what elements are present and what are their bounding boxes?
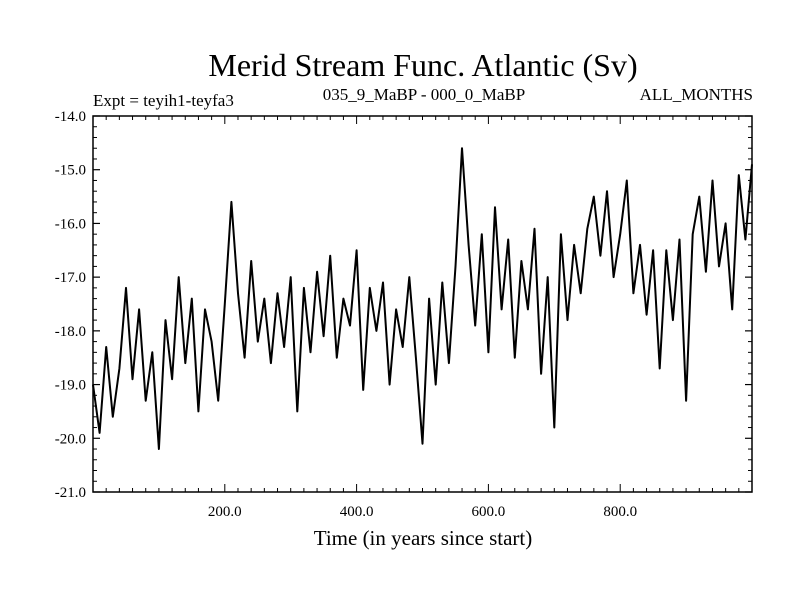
series-line — [92, 147, 753, 450]
y-tick-label: -21.0 — [55, 485, 86, 501]
plot-frame — [92, 115, 753, 493]
x-tick-label: 600.0 — [472, 504, 506, 520]
x-tick-label: 400.0 — [340, 504, 374, 520]
y-tick-label: -15.0 — [55, 163, 86, 179]
subtitle-experiment: Expt = teyih1-teyfa3 — [93, 91, 234, 110]
x-tick-label: 800.0 — [603, 504, 637, 520]
y-tick-label: -19.0 — [55, 378, 86, 394]
subtitle-period: 035_9_MaBP - 000_0_MaBP — [323, 85, 525, 104]
y-axis-ticks: -14.0 -15.0 -16.0 -17.0 -18.0 -19.0 -20.0 -21.0 — [55, 109, 752, 501]
y-tick-label: -17.0 — [55, 270, 86, 286]
y-tick-label: -18.0 — [55, 324, 86, 340]
x-axis-label: Time (in years since start) — [314, 526, 533, 550]
x-tick-label: 200.0 — [208, 504, 242, 520]
subtitle-months: ALL_MONTHS — [640, 85, 753, 104]
x-axis-ticks: 200.0 400.0 600.0 800.0 — [92, 116, 753, 520]
y-tick-label: -20.0 — [55, 431, 86, 447]
y-tick-label: -16.0 — [55, 216, 86, 232]
chart-title: Merid Stream Func. Atlantic (Sv) — [208, 47, 637, 83]
y-tick-label: -14.0 — [55, 109, 86, 125]
